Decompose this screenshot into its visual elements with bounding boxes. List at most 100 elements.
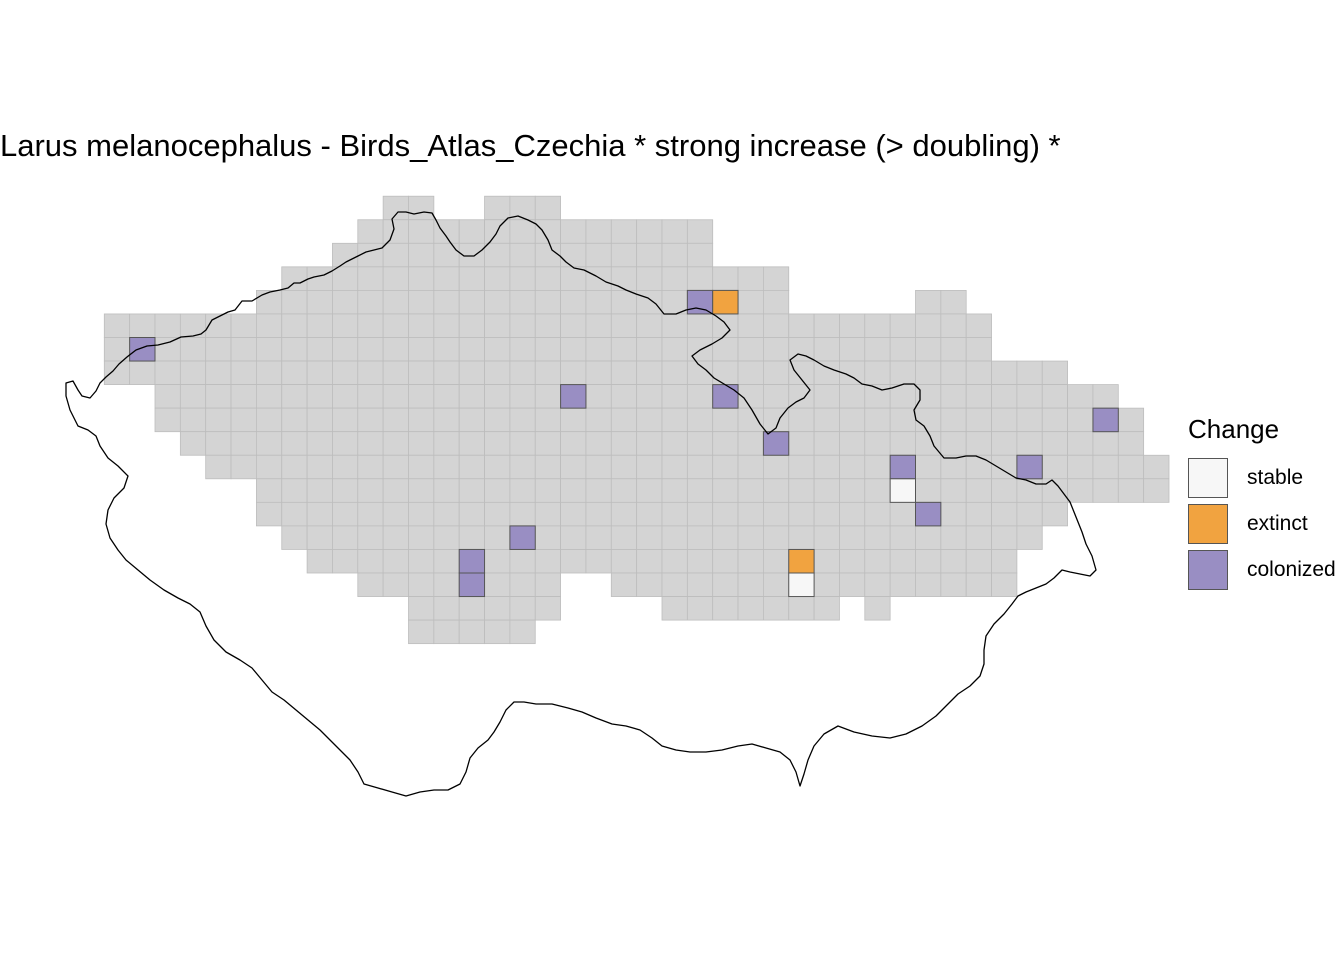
- grid-cell: [1067, 384, 1094, 409]
- grid-cell: [433, 384, 460, 409]
- grid-cell: [813, 407, 840, 433]
- grid-cell: [205, 407, 232, 433]
- grid-cell: [1016, 478, 1043, 503]
- grid-cell: [686, 549, 714, 574]
- grid-cell: [839, 337, 866, 362]
- grid-cell: [1041, 384, 1069, 409]
- grid-cell: [332, 525, 359, 550]
- grid-cell: [509, 549, 536, 574]
- grid-cell: [737, 501, 764, 527]
- grid-cell: [484, 337, 511, 362]
- grid-cell: [991, 384, 1018, 409]
- grid-cell: [1016, 431, 1043, 456]
- cell-colonized: [458, 548, 486, 574]
- grid-cell: [230, 360, 257, 385]
- grid-cell: [1092, 478, 1119, 503]
- grid-cell: [1016, 407, 1043, 433]
- grid-cell: [965, 549, 992, 574]
- changed-cells: [129, 289, 1119, 598]
- grid-cell: [940, 360, 967, 385]
- grid-cell: [940, 337, 967, 362]
- grid-cell: [712, 596, 739, 621]
- grid-cell: [332, 266, 359, 291]
- grid-cell: [534, 501, 562, 527]
- grid-cell: [382, 195, 409, 221]
- grid-cell: [433, 478, 460, 503]
- grid-cell: [661, 525, 688, 550]
- grid-cell: [534, 407, 562, 433]
- grid-cell: [458, 313, 485, 338]
- grid-cell: [1092, 454, 1119, 480]
- grid-cell: [1117, 431, 1145, 456]
- grid-cell: [458, 407, 485, 433]
- cell-colonized: [509, 525, 536, 550]
- grid-cell: [864, 549, 891, 574]
- grid-cell: [889, 337, 916, 362]
- grid-cell: [230, 407, 257, 433]
- grid-cell: [534, 242, 562, 268]
- grid-cell: [737, 289, 764, 315]
- grid-cell: [534, 431, 562, 456]
- grid-cell: [991, 407, 1018, 433]
- grid-cell: [433, 619, 460, 645]
- grid-cell: [813, 525, 840, 550]
- grid-cell: [686, 596, 714, 621]
- grid-cell: [560, 407, 587, 433]
- grid-cell: [230, 337, 257, 362]
- grid-cell: [1041, 360, 1069, 385]
- grid-cell: [357, 242, 384, 268]
- grid-cell: [382, 337, 409, 362]
- grid-cell: [585, 407, 612, 433]
- grid-cell: [484, 407, 511, 433]
- grid-cell: [382, 454, 409, 480]
- grid-cell: [686, 219, 714, 244]
- grid-cell: [788, 431, 815, 456]
- grid-cell: [763, 384, 790, 409]
- grid-cell: [940, 407, 967, 433]
- grid-cell: [357, 572, 384, 597]
- cell-colonized: [560, 384, 587, 409]
- grid-cell: [737, 596, 764, 621]
- grid-cell: [636, 572, 663, 597]
- grid-cell: [1117, 454, 1145, 480]
- grid-cell: [534, 195, 562, 221]
- grid-cell: [991, 525, 1018, 550]
- grid-cell: [509, 384, 536, 409]
- grid-cell: [1092, 384, 1119, 409]
- grid-cell: [763, 337, 790, 362]
- grid-cell: [332, 407, 359, 433]
- grid-cell: [661, 313, 688, 338]
- grid-cell: [306, 525, 333, 550]
- grid-cell: [332, 360, 359, 385]
- grid-cell: [306, 431, 333, 456]
- grid-cell: [408, 242, 435, 268]
- grid-cell: [712, 360, 739, 385]
- grid-cell: [408, 572, 435, 597]
- grid-cell: [357, 454, 384, 480]
- grid-cell: [864, 596, 891, 621]
- grid-cell: [788, 360, 815, 385]
- cell-colonized: [1016, 454, 1043, 480]
- grid-cell: [484, 596, 511, 621]
- grid-cell: [433, 407, 460, 433]
- grid-cell: [484, 195, 511, 221]
- grid-cell: [332, 454, 359, 480]
- grid-cell: [636, 525, 663, 550]
- grid-cell: [332, 549, 359, 574]
- grid-cell: [763, 501, 790, 527]
- legend-item-colonized: colonized: [1188, 547, 1344, 593]
- grid-cell: [965, 313, 992, 338]
- grid-cell: [281, 360, 308, 385]
- grid-cell: [712, 501, 739, 527]
- grid-cell: [458, 360, 485, 385]
- grid-cell: [382, 525, 409, 550]
- grid-cell: [965, 431, 992, 456]
- grid-cell: [889, 549, 916, 574]
- grid-cell: [484, 525, 511, 550]
- cell-colonized: [712, 384, 739, 409]
- grid-cell: [154, 407, 181, 433]
- grid-cell: [813, 431, 840, 456]
- grid-cell: [915, 337, 942, 362]
- grid-cell: [306, 360, 333, 385]
